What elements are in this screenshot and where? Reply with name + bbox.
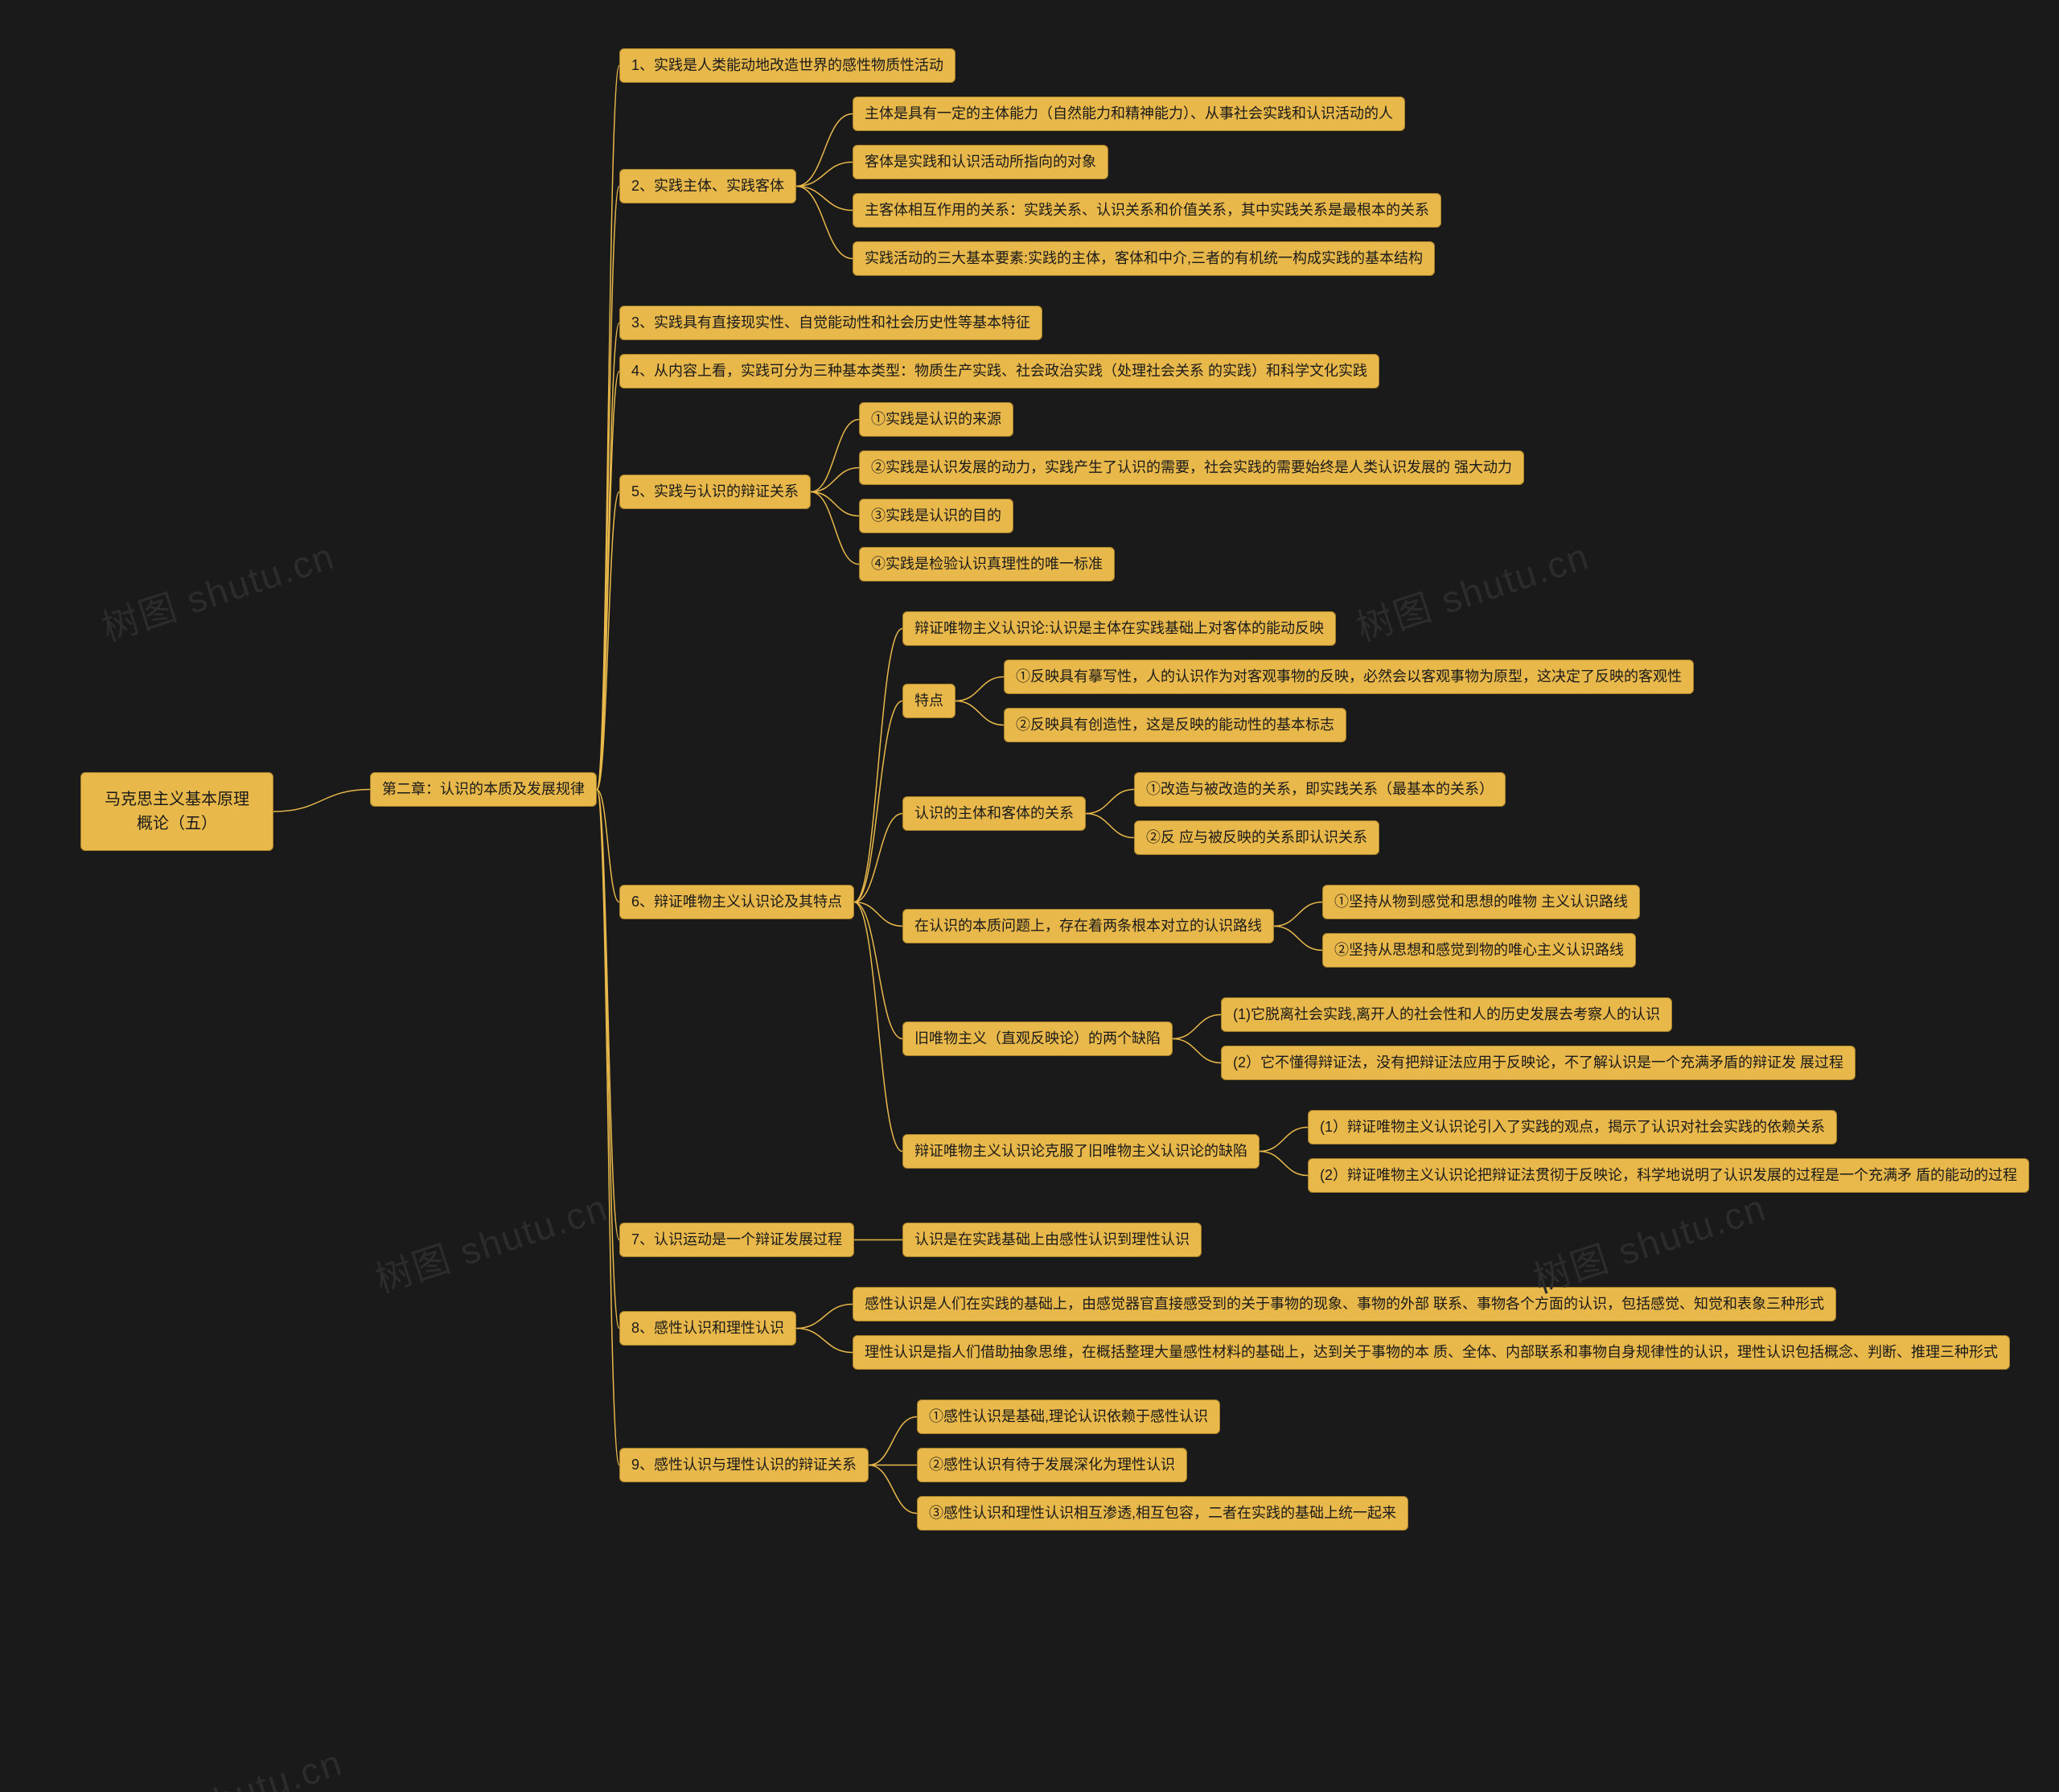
mindmap-node[interactable]: ②坚持从思想和感觉到物的唯心主义认识路线 (1322, 933, 1636, 968)
mindmap-node[interactable]: 认识的主体和客体的关系 (902, 796, 1086, 831)
mindmap-node[interactable]: 第二章：认识的本质及发展规律 (370, 772, 597, 807)
connector-edge (854, 902, 902, 1039)
watermark: 树图 shutu.cn (102, 1733, 348, 1792)
mindmap-node[interactable]: 感性认识是人们在实践的基础上，由感觉器官直接感受到的关于事物的现象、事物的外部 … (853, 1287, 1836, 1321)
connector-edge (854, 902, 902, 927)
mindmap-node[interactable]: ①反映具有摹写性，人的认识作为对客观事物的反映，必然会以客观事物为原型，这决定了… (1004, 660, 1694, 694)
mindmap-node[interactable]: 6、辩证唯物主义认识论及其特点 (619, 885, 854, 919)
mindmap-node[interactable]: (2）它不懂得辩证法，没有把辩证法应用于反映论，不了解认识是一个充满矛盾的辩证发… (1221, 1046, 1856, 1080)
connector-edge (273, 790, 370, 812)
mindmap-node[interactable]: ①坚持从物到感觉和思想的唯物 主义认识路线 (1322, 885, 1640, 919)
connector-edge (597, 790, 619, 1240)
mindmap-node[interactable]: 辩证唯物主义认识论:认识是主体在实践基础上对客体的能动反映 (902, 611, 1336, 646)
mindmap-node[interactable]: ③感性认识和理性认识相互渗透,相互包容，二者在实践的基础上统一起来 (917, 1496, 1408, 1531)
connector-edge (811, 468, 859, 492)
mindmap-node[interactable]: 特点 (902, 684, 956, 718)
mindmap-node[interactable]: 2、实践主体、实践客体 (619, 169, 796, 203)
connector-edge (854, 629, 902, 902)
connector-edge (796, 162, 853, 187)
connector-edge (597, 790, 619, 902)
mindmap-node[interactable]: ①实践是认识的来源 (859, 402, 1013, 437)
connector-edge (796, 187, 853, 211)
watermark: 树图 shutu.cn (1526, 1178, 1772, 1304)
watermark: 树图 shutu.cn (368, 1178, 614, 1304)
mindmap-node[interactable]: 主客体相互作用的关系：实践关系、认识关系和价值关系，其中实践关系是最根本的关系 (853, 193, 1441, 228)
connector-edge (869, 1417, 917, 1465)
connector-edge (854, 701, 902, 902)
mindmap-node[interactable]: 马克思主义基本原理概论（五） (80, 772, 273, 851)
mindmap-node[interactable]: 3、实践具有直接现实性、自觉能动性和社会历史性等基本特征 (619, 306, 1042, 340)
mindmap-node[interactable]: 旧唯物主义（直观反映论）的两个缺陷 (902, 1021, 1173, 1056)
connector-edge (597, 790, 619, 1329)
connector-edge (1173, 1039, 1221, 1063)
mindmap-node[interactable]: ②感性认识有待于发展深化为理性认识 (917, 1448, 1187, 1482)
connector-edge (796, 1329, 853, 1353)
connector-edge (1274, 927, 1322, 951)
connector-edge (811, 492, 859, 565)
connector-edge (796, 187, 853, 259)
mindmap-node[interactable]: 认识是在实践基础上由感性认识到理性认识 (902, 1223, 1202, 1257)
connector-edge (869, 1465, 917, 1514)
connector-edge (854, 902, 902, 1152)
mindmap-node[interactable]: 在认识的本质问题上，存在着两条根本对立的认识路线 (902, 909, 1274, 943)
mindmap-node[interactable]: 1、实践是人类能动地改造世界的感性物质性活动 (619, 48, 956, 83)
connector-edge (1260, 1152, 1308, 1176)
mindmap-node[interactable]: ②反映具有创造性，这是反映的能动性的基本标志 (1004, 708, 1346, 742)
mindmap-node[interactable]: 客体是实践和认识活动所指向的对象 (853, 145, 1108, 179)
mindmap-node[interactable]: (1）辩证唯物主义认识论引入了实践的观点，揭示了认识对社会实践的依赖关系 (1308, 1110, 1837, 1145)
connector-edge (1274, 902, 1322, 927)
mindmap-node[interactable]: 4、从内容上看，实践可分为三种基本类型：物质生产实践、社会政治实践（处理社会关系… (619, 354, 1379, 388)
mindmap-node[interactable]: ②实践是认识发展的动力，实践产生了认识的需要，社会实践的需要始终是人类认识发展的… (859, 450, 1524, 485)
mindmap-node[interactable]: ③实践是认识的目的 (859, 499, 1013, 533)
connector-edge (1086, 790, 1134, 814)
connector-edge (811, 420, 859, 492)
connector-edge (796, 1305, 853, 1329)
watermark: 树图 shutu.cn (94, 527, 340, 652)
mindmap-node[interactable]: ②反 应与被反映的关系即认识关系 (1134, 820, 1379, 855)
connector-edge (597, 372, 619, 790)
mindmap-node[interactable]: 理性认识是指人们借助抽象思维，在概括整理大量感性材料的基础上，达到关于事物的本 … (853, 1335, 2010, 1370)
mindmap-node[interactable]: ④实践是检验认识真理性的唯一标准 (859, 547, 1115, 582)
connector-edge (1173, 1015, 1221, 1039)
connector-edge (854, 814, 902, 902)
mindmap-canvas: 马克思主义基本原理概论（五） 第二章：认识的本质及发展规律 1、实践是人类能动地改造… (0, 0, 2059, 1792)
connector-edge (597, 323, 619, 790)
connector-edge (597, 492, 619, 790)
mindmap-node[interactable]: 9、感性认识与理性认识的辩证关系 (619, 1448, 869, 1482)
connector-edge (796, 114, 853, 187)
mindmap-node[interactable]: 5、实践与认识的辩证关系 (619, 475, 811, 509)
mindmap-node[interactable]: ①改造与被改造的关系，即实践关系（最基本的关系） (1134, 772, 1506, 807)
connector-edge (1086, 814, 1134, 838)
connector-edge (956, 677, 1004, 701)
mindmap-node[interactable]: 7、认识运动是一个辩证发展过程 (619, 1223, 854, 1257)
connector-edge (811, 492, 859, 516)
mindmap-node[interactable]: 8、感性认识和理性认识 (619, 1311, 796, 1346)
connector-edge (956, 701, 1004, 725)
watermark: 树图 shutu.cn (1349, 527, 1595, 652)
mindmap-node[interactable]: 实践活动的三大基本要素:实践的主体，客体和中介,三者的有机统一构成实践的基本结构 (853, 241, 1435, 276)
mindmap-node[interactable]: (2）辩证唯物主义认识论把辩证法贯彻于反映论，科学地说明了认识发展的过程是一个充… (1308, 1158, 2029, 1193)
mindmap-node[interactable]: 辩证唯物主义认识论克服了旧唯物主义认识论的缺陷 (902, 1134, 1260, 1169)
connector-edge (597, 187, 619, 790)
connector-edge (1260, 1128, 1308, 1152)
mindmap-node[interactable]: (1)它脱离社会实践,离开人的社会性和人的历史发展去考察人的认识 (1221, 997, 1672, 1032)
mindmap-node[interactable]: ①感性认识是基础,理论认识依赖于感性认识 (917, 1399, 1220, 1434)
mindmap-node[interactable]: 主体是具有一定的主体能力（自然能力和精神能力）、从事社会实践和认识活动的人 (853, 97, 1405, 131)
connector-edge (597, 66, 619, 790)
connector-edge (597, 790, 619, 1465)
